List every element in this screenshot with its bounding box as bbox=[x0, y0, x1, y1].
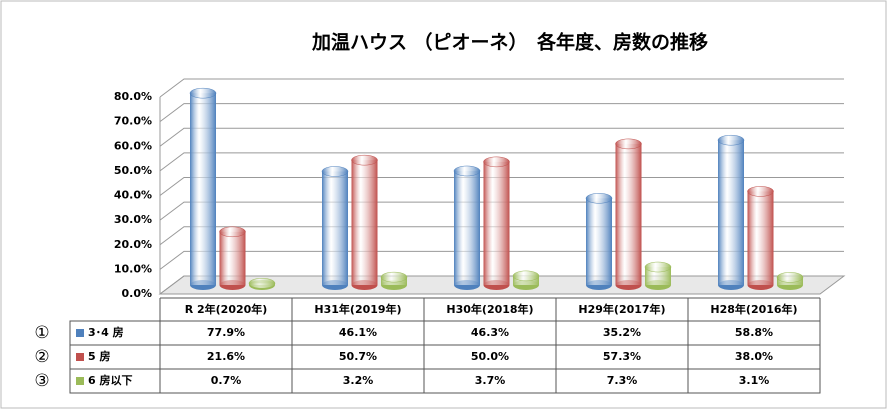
bar bbox=[586, 198, 612, 285]
bar bbox=[190, 93, 216, 285]
bar-top bbox=[189, 87, 217, 99]
category-label: H28年(2016年) bbox=[710, 302, 797, 316]
value-label: 21.6% bbox=[207, 350, 245, 363]
legend-label: 5 房 bbox=[88, 349, 110, 363]
row-marker: ③ bbox=[34, 371, 49, 391]
bar-top bbox=[776, 272, 804, 283]
value-label: 3.1% bbox=[739, 374, 770, 387]
value-label: 46.3% bbox=[471, 326, 509, 339]
grid-line bbox=[159, 103, 844, 123]
bar bbox=[219, 231, 246, 285]
value-label: 7.3% bbox=[607, 374, 638, 387]
y-tick-label: 20.0% bbox=[114, 238, 152, 251]
value-label: 58.8% bbox=[735, 326, 773, 339]
bar bbox=[718, 140, 744, 285]
value-label: 50.0% bbox=[471, 350, 509, 363]
bar-top bbox=[219, 226, 246, 238]
bar-top bbox=[248, 278, 276, 289]
value-label: 50.7% bbox=[339, 350, 377, 363]
y-tick-label: 80.0% bbox=[114, 90, 152, 103]
row-marker: ① bbox=[34, 323, 49, 343]
category-label: H30年(2018年) bbox=[446, 302, 533, 316]
y-tick-label: 70.0% bbox=[114, 115, 152, 128]
legend-label: 3･4 房 bbox=[88, 325, 124, 339]
y-tick-label: 50.0% bbox=[114, 164, 152, 177]
y-tick-label: 40.0% bbox=[114, 189, 152, 202]
bar-top bbox=[321, 166, 349, 177]
value-label: 57.3% bbox=[603, 350, 641, 363]
bar bbox=[454, 170, 480, 285]
grid-line bbox=[159, 127, 844, 147]
value-label: 38.0% bbox=[735, 350, 773, 363]
category-label: R 2年(2020年) bbox=[185, 302, 268, 316]
y-tick-label: 0.0% bbox=[121, 287, 152, 300]
bar-top bbox=[453, 165, 481, 177]
value-label: 35.2% bbox=[603, 326, 641, 339]
bar-top bbox=[483, 156, 510, 168]
y-tick-label: 30.0% bbox=[114, 213, 152, 226]
legend-swatch bbox=[76, 353, 84, 361]
chart-title: 加温ハウス （ピオーネ） 各年度、房数の推移 bbox=[311, 31, 708, 54]
bar-top bbox=[351, 154, 378, 166]
bar bbox=[322, 171, 348, 285]
grid-line bbox=[159, 78, 844, 98]
legend-swatch bbox=[76, 377, 84, 385]
value-label: 0.7% bbox=[211, 374, 242, 387]
legend-swatch bbox=[76, 329, 84, 337]
bar-top bbox=[615, 138, 642, 150]
category-label: H31年(2019年) bbox=[314, 302, 401, 316]
bar-top bbox=[380, 271, 408, 283]
bar bbox=[483, 161, 510, 285]
bar bbox=[747, 191, 774, 285]
category-label: H29年(2017年) bbox=[578, 302, 665, 316]
value-label: 3.2% bbox=[343, 374, 374, 387]
legend-label: 6 房以下 bbox=[88, 373, 132, 387]
bar-top bbox=[717, 134, 745, 146]
bar-top bbox=[644, 261, 672, 273]
value-label: 46.1% bbox=[339, 326, 377, 339]
bar bbox=[615, 143, 642, 285]
bar-top bbox=[585, 193, 613, 204]
bar-top bbox=[747, 186, 774, 197]
y-tick-label: 10.0% bbox=[114, 262, 152, 275]
value-label: 3.7% bbox=[475, 374, 506, 387]
bar-top bbox=[512, 270, 540, 282]
value-label: 77.9% bbox=[207, 326, 245, 339]
row-marker: ② bbox=[34, 347, 49, 367]
bar bbox=[351, 160, 378, 285]
y-tick-label: 60.0% bbox=[114, 139, 152, 152]
